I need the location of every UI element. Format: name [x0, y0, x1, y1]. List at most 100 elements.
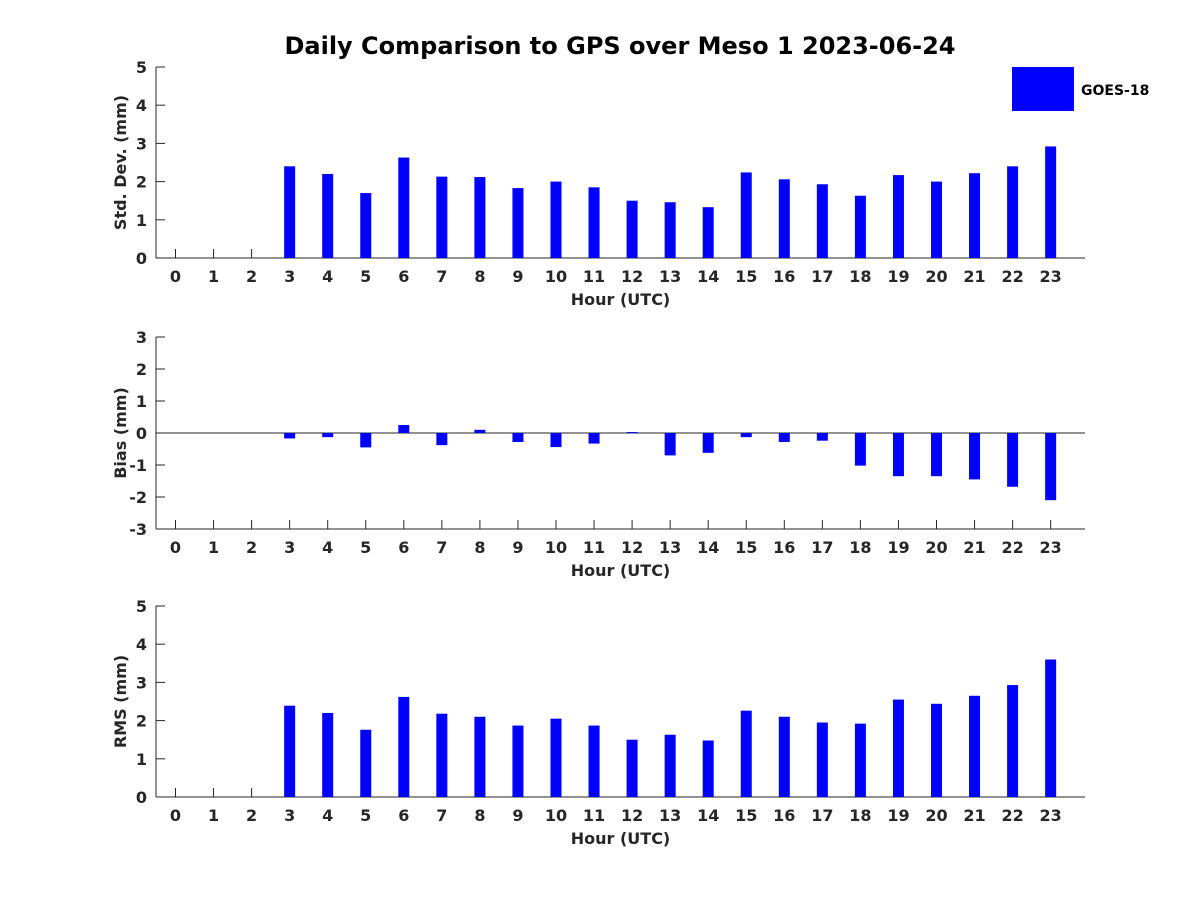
- bar: [854, 433, 866, 466]
- x-tick-label: 15: [735, 267, 757, 286]
- bar: [626, 739, 638, 797]
- x-tick-label: 6: [398, 806, 409, 825]
- x-tick-label: 16: [773, 267, 795, 286]
- x-tick-label: 0: [170, 806, 181, 825]
- y-tick-label: 3: [136, 328, 147, 347]
- y-tick-label: 0: [136, 249, 147, 268]
- x-tick-label: 2: [246, 538, 257, 557]
- bar: [360, 433, 372, 448]
- bar: [816, 184, 828, 258]
- bar: [664, 433, 676, 456]
- x-tick-label: 9: [512, 806, 523, 825]
- bar: [854, 195, 866, 258]
- x-tick-label: 19: [887, 806, 909, 825]
- x-tick-label: 7: [436, 267, 447, 286]
- bar: [854, 723, 866, 797]
- x-tick-label: 3: [284, 538, 295, 557]
- x-tick-label: 19: [887, 538, 909, 557]
- x-tick-label: 12: [621, 538, 643, 557]
- bar: [360, 729, 372, 797]
- y-axis-label: Std. Dev. (mm): [111, 95, 130, 230]
- y-tick-label: 0: [136, 424, 147, 443]
- x-tick-label: 12: [621, 806, 643, 825]
- x-tick-label: 21: [963, 538, 985, 557]
- x-axis-label: Hour (UTC): [571, 829, 671, 848]
- y-tick-label: 3: [136, 134, 147, 153]
- x-tick-label: 1: [208, 538, 219, 557]
- x-tick-label: 5: [360, 538, 371, 557]
- x-tick-label: 13: [659, 267, 681, 286]
- bar: [626, 200, 638, 258]
- bar: [702, 740, 714, 797]
- y-tick-label: -1: [129, 456, 147, 475]
- y-tick-label: 5: [136, 597, 147, 616]
- bar: [778, 179, 790, 258]
- x-tick-label: 7: [436, 806, 447, 825]
- bar: [512, 433, 524, 442]
- x-tick-label: 11: [583, 538, 605, 557]
- x-tick-label: 23: [1040, 267, 1062, 286]
- bar: [1045, 146, 1057, 258]
- legend-swatch: [1012, 67, 1074, 111]
- x-tick-label: 20: [925, 538, 947, 557]
- bar: [664, 202, 676, 258]
- x-tick-label: 8: [474, 806, 485, 825]
- x-tick-label: 1: [208, 267, 219, 286]
- y-tick-label: 2: [136, 360, 147, 379]
- bar: [931, 703, 942, 797]
- bar: [474, 177, 486, 258]
- x-tick-label: 14: [697, 267, 719, 286]
- bar: [512, 188, 524, 258]
- bar: [550, 181, 562, 258]
- bar: [740, 710, 752, 797]
- bar: [398, 157, 410, 258]
- bar: [588, 187, 600, 258]
- x-axis-label: Hour (UTC): [571, 561, 671, 580]
- x-tick-label: 11: [583, 267, 605, 286]
- bar: [322, 712, 334, 797]
- x-tick-label: 8: [474, 538, 485, 557]
- bar: [740, 172, 752, 258]
- x-tick-label: 10: [545, 538, 567, 557]
- y-axis-label: Bias (mm): [111, 387, 130, 479]
- bar: [892, 175, 904, 258]
- x-tick-label: 18: [849, 538, 871, 557]
- y-tick-label: -2: [129, 488, 147, 507]
- x-tick-label: 17: [811, 538, 833, 557]
- bar: [322, 173, 334, 258]
- bar: [1007, 166, 1019, 258]
- x-tick-label: 3: [284, 806, 295, 825]
- bar: [931, 181, 942, 258]
- x-tick-label: 23: [1040, 538, 1062, 557]
- x-tick-label: 4: [322, 538, 333, 557]
- bar: [284, 705, 296, 797]
- bar: [969, 433, 981, 480]
- bar: [322, 433, 334, 438]
- x-tick-label: 9: [512, 267, 523, 286]
- bar: [931, 433, 942, 477]
- x-tick-label: 17: [811, 806, 833, 825]
- x-tick-label: 4: [322, 806, 333, 825]
- x-tick-label: 4: [322, 267, 333, 286]
- bar: [398, 425, 410, 433]
- bar: [969, 695, 981, 797]
- bar: [1007, 433, 1019, 487]
- x-tick-label: 10: [545, 806, 567, 825]
- x-tick-label: 20: [925, 267, 947, 286]
- x-tick-label: 5: [360, 267, 371, 286]
- bar: [588, 433, 600, 444]
- x-tick-label: 22: [1001, 538, 1023, 557]
- x-tick-label: 19: [887, 267, 909, 286]
- x-tick-label: 5: [360, 806, 371, 825]
- x-tick-label: 15: [735, 806, 757, 825]
- bar: [1045, 659, 1057, 797]
- bar: [816, 433, 828, 441]
- bar: [702, 433, 714, 453]
- x-tick-label: 1: [208, 806, 219, 825]
- bar: [702, 207, 714, 258]
- x-tick-label: 21: [963, 806, 985, 825]
- bar: [626, 432, 638, 434]
- bar: [778, 433, 790, 442]
- y-axis-label: RMS (mm): [111, 655, 130, 748]
